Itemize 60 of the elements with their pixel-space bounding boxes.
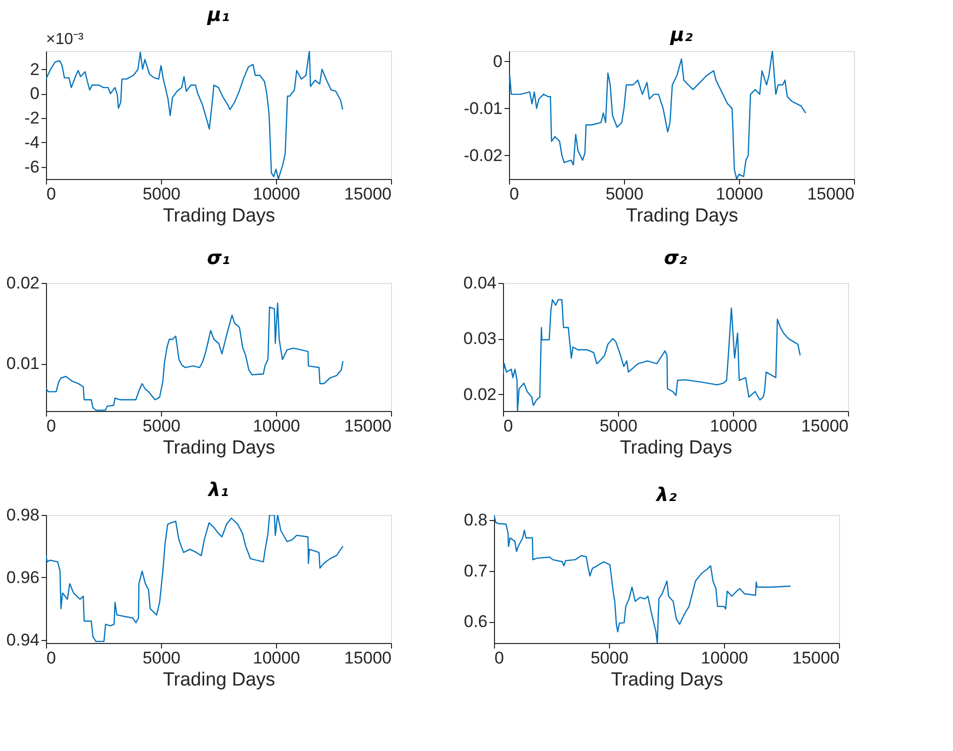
y-tick-label: 0.96 (6, 568, 40, 587)
x-tick-label: 0 (46, 648, 56, 668)
x-tick-label: 5000 (606, 184, 644, 204)
x-tick-label: 5000 (142, 648, 180, 668)
line-series (46, 51, 344, 179)
line-series (46, 302, 344, 411)
x-tick-label: 15000 (801, 416, 848, 436)
x-tick-label: 0 (46, 416, 56, 436)
x-tick-label: 10000 (252, 416, 300, 436)
x-tick-label: 15000 (344, 648, 392, 668)
chart-title: λ₁ (207, 479, 229, 501)
y-tick-label: -4 (24, 132, 40, 152)
y-tick-label: -6 (24, 157, 40, 176)
y-tick-label: 0.03 (463, 329, 496, 348)
y-tick-label: 2 (30, 60, 40, 79)
chart-title: μ₁ (206, 4, 230, 26)
x-axis-title: Trading Days (610, 670, 724, 690)
x-tick-label: 10000 (716, 184, 764, 204)
x-tick-label: 0 (510, 184, 519, 204)
line-series (509, 51, 806, 179)
line-series (494, 515, 792, 643)
y-tick-label: 0.94 (6, 630, 40, 650)
x-tick-label: 0 (46, 184, 56, 204)
x-tick-label: 10000 (252, 184, 300, 204)
y-tick-label: 0.98 (6, 506, 40, 524)
x-tick-label: 15000 (344, 184, 392, 204)
x-tick-label: 10000 (252, 648, 300, 668)
y-tick-label: 0.8 (464, 510, 488, 530)
x-tick-label: 15000 (344, 416, 392, 436)
chart-title: σ₂ (664, 247, 688, 269)
y-tick-label: 0.04 (463, 274, 496, 292)
y-tick-label: 0.6 (464, 612, 488, 632)
x-tick-label: 5000 (142, 184, 180, 204)
chart-title: σ₁ (206, 247, 230, 269)
y-tick-label: -0.02 (464, 146, 502, 165)
y-tick-label: 0.01 (6, 354, 40, 374)
y-tick-label: 0.7 (464, 561, 488, 580)
x-tick-label: 5000 (600, 416, 638, 436)
x-axis-title: Trading Days (620, 438, 732, 458)
x-axis-title: Trading Days (626, 206, 738, 226)
x-tick-label: 10000 (700, 648, 748, 668)
y-tick-label: 0.02 (463, 384, 496, 404)
x-tick-label: 5000 (590, 648, 628, 668)
chart-title: λ₂ (655, 484, 678, 506)
x-axis-title: Trading Days (162, 206, 276, 226)
y-tick-label: 0 (30, 84, 40, 104)
x-axis-title: Trading Days (162, 438, 276, 458)
x-tick-label: 15000 (792, 648, 840, 668)
y-tick-label: -0.01 (464, 98, 502, 118)
line-series (503, 299, 801, 411)
y-tick-label: 0.02 (6, 274, 40, 292)
x-tick-label: 5000 (142, 416, 180, 436)
x-axis-title: Trading Days (162, 670, 276, 690)
y-tick-label: 0 (493, 52, 502, 71)
text: ×10⁻³ (46, 31, 84, 48)
line-series (46, 515, 344, 642)
y-tick-label: -2 (24, 108, 40, 128)
chart-title: μ₂ (669, 24, 694, 46)
x-tick-label: 15000 (807, 184, 854, 204)
x-tick-label: 10000 (710, 416, 758, 436)
